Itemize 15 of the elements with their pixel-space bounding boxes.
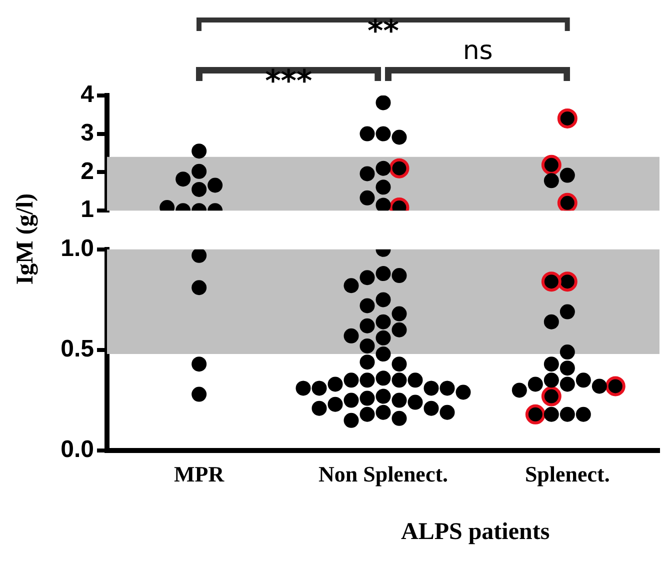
x-tick-label: Non Splenect. xyxy=(318,461,448,486)
y-tick-label: 2 xyxy=(80,158,94,185)
text: ns xyxy=(462,36,493,66)
y-tick-label: 1 xyxy=(80,196,94,224)
x-tick-label: Splenect. xyxy=(524,461,610,486)
y-tick-label: 1.0 xyxy=(60,235,94,262)
y-tick-label: 0.0 xyxy=(60,436,94,464)
y-axis-title: IgM (g/l) xyxy=(12,194,40,286)
text: ** xyxy=(368,14,399,49)
x-axis-title: ALPS patients xyxy=(400,519,550,546)
x-tick-label: MPR xyxy=(174,461,226,486)
y-tick-label: 0.5 xyxy=(60,336,94,363)
y-tick-label: 4 xyxy=(80,81,95,108)
y-tick-label: 3 xyxy=(80,119,94,146)
annotation: *** xyxy=(265,64,312,99)
